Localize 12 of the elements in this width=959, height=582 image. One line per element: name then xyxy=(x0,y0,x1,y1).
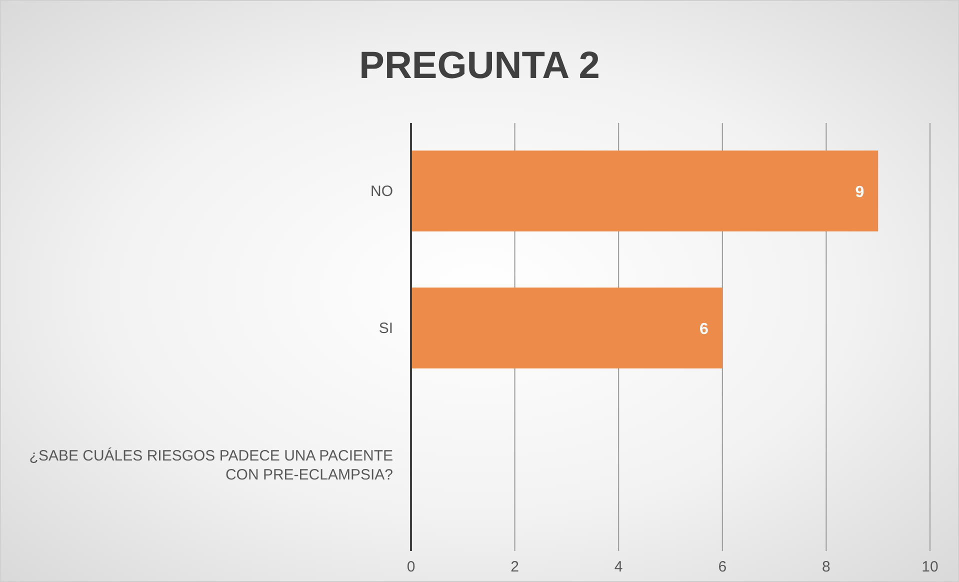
x-tick-label: 0 xyxy=(406,558,416,576)
data-label: 6 xyxy=(699,321,708,338)
y-tick-label: SI xyxy=(378,320,393,337)
chart-title: PREGUNTA 2 xyxy=(359,45,600,87)
data-label: 9 xyxy=(855,184,864,201)
y-tick-label: NO xyxy=(370,182,393,200)
x-tick-label: 6 xyxy=(718,558,727,576)
y-tick-label: ¿SABE CUÁLES RIESGOS PADECE UNA PACIENTE CON PRE-ECLAMPSIA? xyxy=(29,446,393,484)
x-tick-label: 10 xyxy=(922,558,938,576)
x-tick-label: 4 xyxy=(614,558,623,576)
x-tick-label: 2 xyxy=(510,558,519,576)
x-tick-label: 8 xyxy=(822,558,830,576)
